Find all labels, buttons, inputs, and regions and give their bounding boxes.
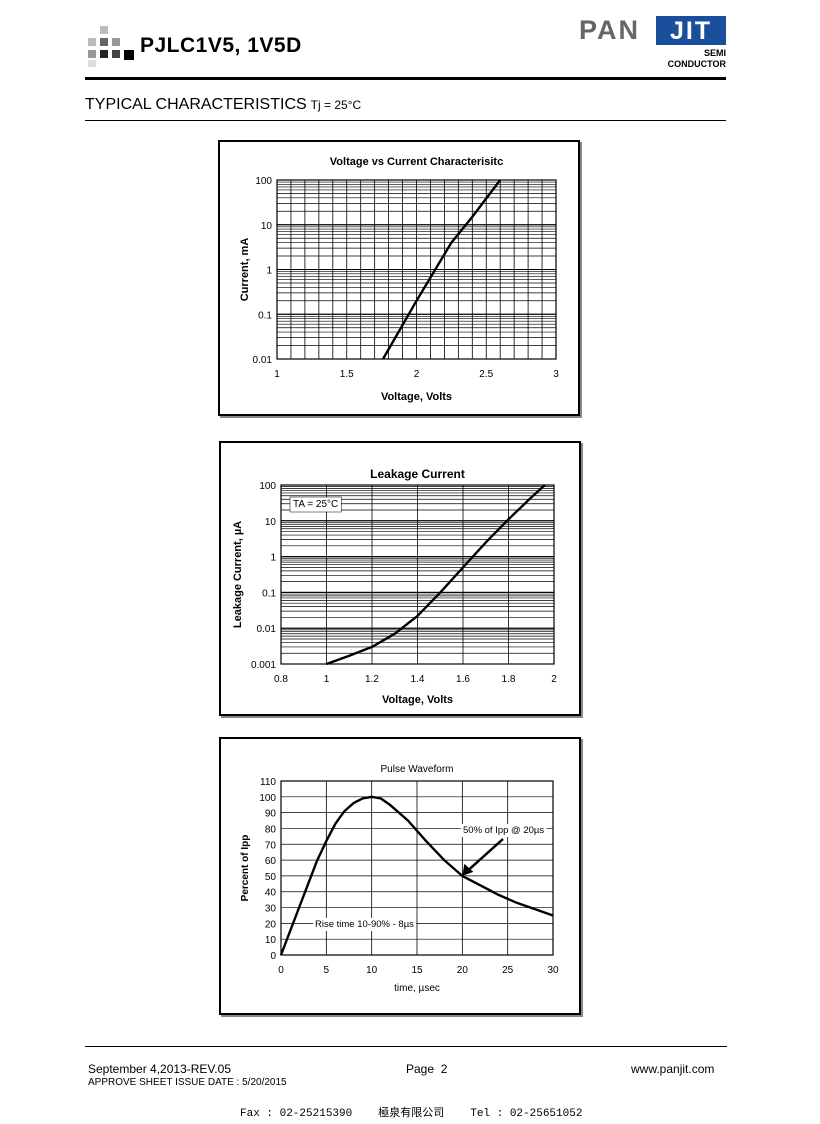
x-tick-label: 10: [366, 965, 378, 976]
annotation-arrow-line: [465, 838, 504, 873]
footer-date: September 4,2013-REV.05: [88, 1062, 231, 1076]
chart-vi-characteristic: Voltage vs Current Characterisitc 1 1.5 2 2.…: [218, 140, 580, 416]
brand-box: [656, 16, 726, 45]
footer-tel: Tel : 02-25651052: [470, 1108, 583, 1120]
y-tick-label: 0.01: [257, 624, 277, 635]
y-tick-label: 30: [265, 904, 277, 915]
brand-name: PAN: [579, 15, 640, 45]
y-tick-label: 50: [265, 872, 277, 883]
plot-border: [280, 780, 554, 956]
x-tick-label: 20: [457, 965, 469, 976]
footer-fax: Fax : 02-25215390: [240, 1108, 353, 1120]
plot-border: [280, 484, 555, 665]
x-axis-label: Voltage, Volts: [381, 391, 452, 403]
section-condition: Tj = 25°C: [310, 98, 362, 112]
y-tick-label: 0: [270, 951, 276, 962]
chart-vi-svg: Voltage vs Current Characterisitc 1 1.5 2 2.…: [239, 156, 559, 403]
x-tick-label: 25: [502, 965, 514, 976]
x-tick-label: 0.8: [274, 674, 288, 685]
x-tick-label: 5: [324, 965, 330, 976]
x-tick-label: 2: [551, 674, 557, 685]
y-tick-label: 40: [265, 888, 277, 899]
y-tick-label: 0.1: [262, 588, 276, 599]
part-title: PJLC1V5, 1V5D: [140, 34, 302, 57]
brand-sub2: CONDUCTOR: [668, 59, 727, 69]
x-tick-label: 1.8: [502, 674, 516, 685]
section-title-text: TYPICAL CHARACTERISTICS: [85, 96, 307, 113]
footer-contact: Fax : 02-25215390 極泉有限公司 Tel : 02-25651052: [240, 1104, 608, 1120]
x-tick-label: 30: [547, 965, 559, 976]
y-tick-label: 20: [265, 919, 277, 930]
footer-rule: [85, 1046, 727, 1047]
y-axis-label: Current, mA: [239, 238, 251, 302]
x-tick-label: 1.6: [456, 674, 470, 685]
annotation-bg: [461, 824, 547, 837]
x-tick-label: 0: [278, 965, 284, 976]
chart-pulse-waveform: Pulse Waveform 0 5 10 15 20 25 30 0 10 20 30 40 50 60 7…: [219, 737, 581, 1015]
chart-leakage-current: Leakage Current 0.8 1 1.2 1.4 1.6 1.8 2 0.001 0.0…: [219, 441, 581, 716]
logo-squares-icon: [88, 26, 134, 67]
series-line: [279, 795, 554, 956]
y-axis-label: Percent of Ipp: [240, 835, 251, 902]
x-axis-label: Voltage, Volts: [382, 694, 453, 706]
series-line: [381, 179, 502, 360]
x-tick-label: 2: [414, 369, 420, 380]
footer-page-number: Page 2: [406, 1062, 448, 1076]
y-tick-label: 1: [270, 553, 276, 564]
y-tick-label: 0.001: [251, 660, 276, 671]
y-axis-label: Leakage Current, µA: [232, 521, 244, 628]
x-tick-label: 2.5: [479, 369, 493, 380]
y-tick-label: 10: [265, 517, 277, 528]
y-tick-label: 90: [265, 809, 277, 820]
annotation-arrow-head: [462, 863, 474, 876]
chart-title: Leakage Current: [370, 467, 465, 481]
x-tick-label: 1.5: [340, 369, 354, 380]
y-tick-label: 100: [259, 793, 276, 804]
brand-highlight: JIT: [670, 17, 712, 45]
y-tick-label: 100: [255, 176, 272, 187]
annotation-ta: TA = 25°C: [293, 499, 338, 510]
x-tick-label: 1: [324, 674, 330, 685]
y-tick-label: 100: [259, 481, 276, 492]
panjit-logo: PAN JIT SEMI CONDUCTOR: [579, 15, 727, 69]
y-tick-label: 110: [260, 777, 276, 788]
annotation-bg: [313, 918, 417, 931]
plot-border: [276, 179, 557, 360]
x-tick-label: 3: [553, 369, 559, 380]
footer-company: 極泉有限公司: [378, 1108, 445, 1120]
y-tick-label: 80: [265, 824, 277, 835]
annotation-ta-box: [289, 496, 342, 513]
series-line: [326, 484, 546, 666]
y-tick-label: 10: [261, 221, 273, 232]
x-tick-label: 1: [274, 369, 280, 380]
section-title: TYPICAL CHARACTERISTICS Tj = 25°C: [85, 96, 361, 114]
brand-sub1: SEMI: [704, 48, 726, 58]
y-tick-label: 70: [265, 840, 277, 851]
chart-title: Pulse Waveform: [381, 764, 454, 775]
chart-leakage-svg: Leakage Current 0.8 1 1.2 1.4 1.6 1.8 2 0.001 0.0…: [232, 467, 557, 706]
section-rule: [85, 120, 726, 121]
x-axis-label: time, µsec: [394, 983, 440, 994]
y-tick-label: 0.01: [253, 355, 273, 366]
header-rule: [85, 77, 726, 80]
chart-title: Voltage vs Current Characterisitc: [330, 156, 503, 168]
y-tick-label: 1: [266, 266, 272, 277]
annotation-rise-time: Rise time 10-90% - 8µs: [315, 919, 414, 930]
y-tick-label: 60: [265, 856, 277, 867]
y-tick-label: 10: [265, 935, 277, 946]
y-tick-label: 0.1: [258, 310, 272, 321]
x-tick-label: 15: [411, 965, 423, 976]
annotation-half-ipp: 50% of Ipp @ 20µs: [463, 825, 544, 836]
x-tick-label: 1.2: [365, 674, 379, 685]
footer-approve-date: APPROVE SHEET ISSUE DATE : 5/20/2015: [88, 1077, 287, 1088]
x-tick-label: 1.4: [411, 674, 425, 685]
footer-website-link[interactable]: www.panjit.com: [631, 1062, 715, 1076]
chart-pulse-svg: Pulse Waveform 0 5 10 15 20 25 30 0 10 20 30 40 50 60 7…: [240, 764, 559, 994]
